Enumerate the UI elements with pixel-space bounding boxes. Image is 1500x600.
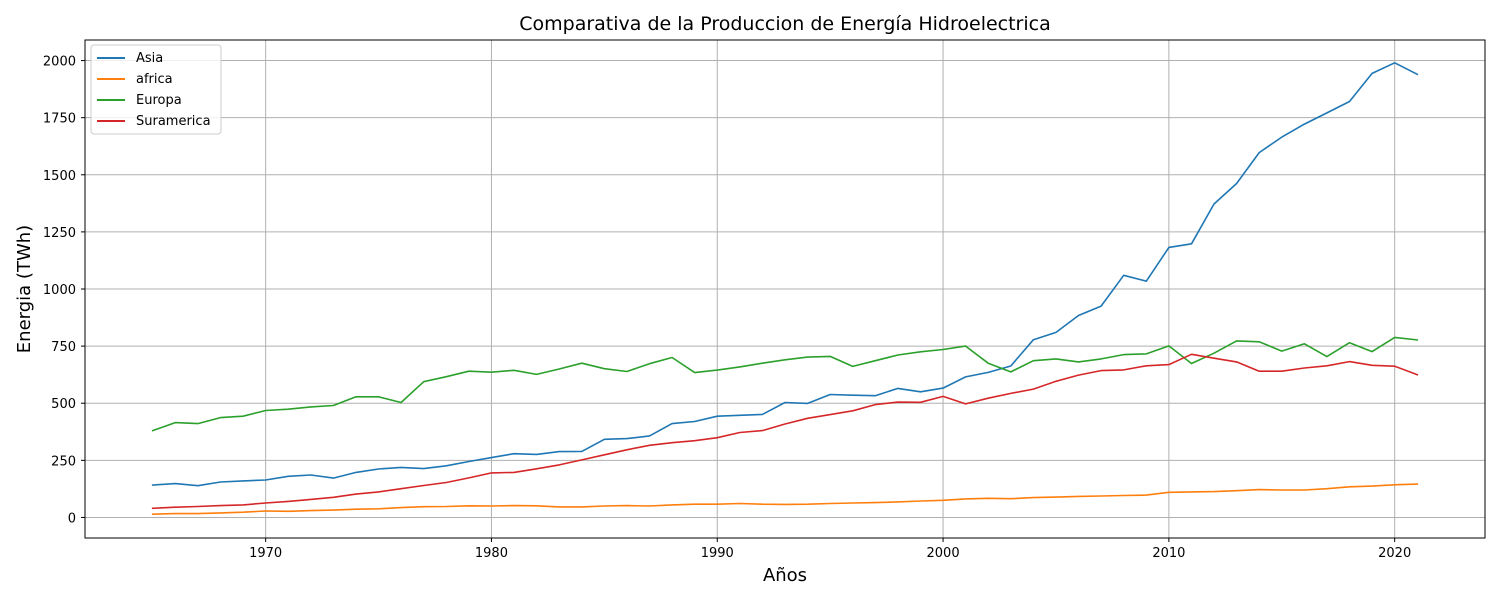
legend-label-asia: Asia [136, 51, 163, 66]
y-tick-label: 1250 [43, 226, 76, 241]
x-tick-label: 1970 [249, 546, 282, 561]
x-axis-label: Años [763, 565, 807, 586]
chart-title: Comparativa de la Produccion de Energía … [519, 13, 1051, 35]
series-lines [151, 61, 1419, 516]
series-line-africa [151, 483, 1419, 516]
y-tick-label: 1500 [43, 169, 76, 184]
y-tick-label: 0 [68, 511, 76, 526]
legend-label-africa: africa [136, 72, 173, 87]
y-tick-label: 250 [51, 454, 76, 469]
legend-box [90, 44, 222, 135]
y-tick-label: 500 [51, 397, 76, 412]
x-axis-ticks: 1970 1980 1990 2000 2010 2020 [249, 538, 1411, 561]
x-tick-label: 1980 [475, 546, 508, 561]
y-tick-label: 2000 [43, 55, 76, 70]
legend: Asia africa Europa Suramerica [90, 44, 222, 135]
grid-lines [85, 40, 1485, 538]
series-line-suramerica [151, 353, 1419, 510]
x-tick-label: 2000 [927, 546, 960, 561]
y-tick-label: 1750 [43, 112, 76, 127]
series-line-asia [151, 61, 1419, 487]
y-axis-ticks: 0 250 500 750 1000 1250 1500 1750 2000 [43, 55, 85, 526]
y-tick-label: 1000 [43, 283, 76, 298]
x-tick-label: 2020 [1378, 546, 1411, 561]
y-tick-label: 750 [51, 340, 76, 355]
y-axis-label: Energia (TWh) [14, 225, 35, 353]
x-tick-label: 1990 [701, 546, 734, 561]
legend-label-suramerica: Suramerica [136, 114, 211, 129]
x-tick-label: 2010 [1152, 546, 1185, 561]
legend-label-europa: Europa [136, 93, 182, 108]
